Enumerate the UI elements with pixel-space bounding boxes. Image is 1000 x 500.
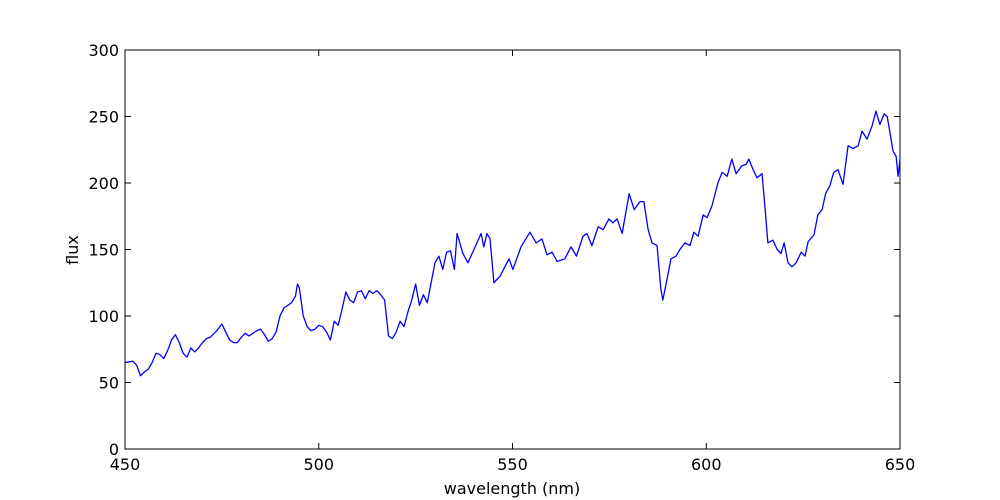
x-tick-label: 550 (497, 455, 528, 474)
y-tick-label: 250 (88, 108, 119, 127)
x-tick-label: 650 (885, 455, 916, 474)
y-tick-label: 150 (88, 241, 119, 260)
x-axis-label: wavelength (nm) (444, 479, 581, 498)
x-tick-label: 450 (110, 455, 141, 474)
y-axis-label: flux (63, 235, 82, 265)
y-tick-label: 50 (99, 374, 119, 393)
spectrum-line (124, 110, 901, 377)
y-tick-label: 300 (88, 41, 119, 60)
y-tick-label: 100 (88, 307, 119, 326)
x-tick-label: 600 (691, 455, 722, 474)
y-tick-label: 0 (109, 440, 119, 459)
plot-frame (124, 49, 901, 450)
y-tick-label: 200 (88, 174, 119, 193)
x-tick-label: 500 (303, 455, 334, 474)
